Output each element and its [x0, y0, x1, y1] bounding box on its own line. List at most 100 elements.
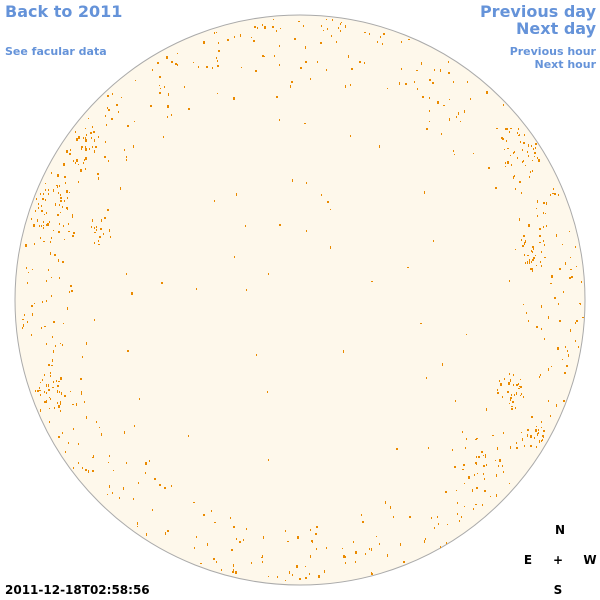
plage-speck: [564, 372, 566, 374]
plage-speck: [78, 164, 79, 165]
plage-speck: [340, 30, 341, 32]
plage-speck: [92, 126, 93, 128]
plage-speck: [80, 378, 82, 380]
plage-speck: [91, 137, 92, 139]
plage-speck: [505, 128, 506, 130]
plage-speck: [159, 85, 160, 86]
plage-speck: [46, 343, 47, 345]
plage-speck: [511, 394, 512, 396]
plage-speck: [521, 192, 522, 194]
plage-speck: [43, 225, 44, 226]
plage-speck: [123, 487, 124, 490]
next-hour-link[interactable]: Next hour: [534, 58, 597, 71]
plage-speck: [320, 42, 322, 44]
plage-speck: [541, 251, 542, 253]
plage-speck: [70, 285, 72, 287]
plage-speck: [60, 410, 61, 412]
previous-day-link[interactable]: Previous day: [479, 2, 596, 21]
plage-speck: [550, 415, 551, 417]
plage-speck: [227, 39, 229, 41]
plage-speck: [563, 291, 564, 293]
plage-speck: [44, 214, 45, 215]
plage-speck: [233, 526, 235, 528]
plage-speck: [324, 570, 325, 573]
plage-speck: [497, 389, 498, 391]
plage-speck: [104, 217, 106, 219]
plage-speck: [447, 524, 448, 525]
plage-speck: [516, 447, 518, 449]
plage-speck: [277, 576, 278, 578]
plage-speck: [246, 289, 247, 291]
plage-speck: [534, 156, 535, 157]
plage-speck: [305, 566, 306, 567]
plage-speck: [533, 257, 535, 259]
plage-speck: [569, 277, 571, 279]
plage-speck: [280, 28, 281, 29]
plage-speck: [51, 172, 52, 174]
plage-speck: [327, 28, 328, 30]
plage-speck: [421, 62, 422, 65]
plage-speck: [355, 551, 357, 554]
plage-speck: [362, 521, 364, 523]
plage-speck: [203, 41, 205, 44]
plage-speck: [105, 141, 106, 143]
plage-speck: [309, 573, 310, 575]
plage-speck: [511, 397, 512, 399]
plage-speck: [508, 382, 510, 385]
plage-speck: [72, 214, 73, 216]
plage-speck: [429, 110, 430, 112]
plage-speck: [539, 228, 541, 230]
plage-speck: [40, 394, 41, 396]
plage-speck: [53, 230, 54, 231]
plage-speck: [61, 392, 62, 395]
plage-speck: [571, 276, 573, 278]
plage-speck: [306, 230, 307, 232]
plage-speck: [537, 157, 538, 159]
plage-speck: [463, 464, 465, 466]
previous-hour-link[interactable]: Previous hour: [509, 45, 596, 58]
plage-speck: [59, 277, 60, 279]
plage-speck: [452, 449, 453, 451]
plage-speck: [379, 543, 380, 545]
plage-speck: [112, 93, 113, 95]
plage-speck: [58, 436, 60, 438]
plage-speck: [575, 246, 576, 248]
plage-speck: [369, 33, 370, 35]
plage-speck: [310, 529, 311, 531]
plage-speck: [341, 22, 342, 23]
plage-speck: [42, 198, 44, 200]
plage-speck: [40, 409, 41, 412]
plage-speck: [519, 134, 520, 136]
plage-speck: [85, 137, 86, 139]
plage-speck: [548, 368, 549, 371]
plage-speck: [69, 153, 71, 155]
plage-speck: [326, 547, 327, 549]
plage-speck: [38, 203, 39, 205]
plage-speck: [379, 145, 380, 148]
plage-speck: [321, 25, 322, 27]
plage-speck: [499, 459, 501, 462]
plage-speck: [39, 390, 41, 391]
see-facular-data-link[interactable]: See facular data: [5, 45, 107, 58]
plage-speck: [509, 131, 510, 133]
plage-speck: [532, 259, 534, 261]
plage-speck: [575, 322, 576, 324]
plage-speck: [526, 312, 527, 314]
plage-speck: [126, 156, 127, 158]
back-to-year-link[interactable]: Back to 2011: [5, 2, 123, 21]
plage-speck: [503, 471, 504, 473]
plage-speck: [544, 257, 546, 258]
plage-speck: [550, 194, 551, 196]
plage-speck: [527, 429, 529, 431]
plage-speck: [544, 338, 545, 340]
next-day-link[interactable]: Next day: [516, 19, 596, 38]
plage-speck: [85, 148, 87, 151]
plage-speck: [351, 68, 353, 70]
plage-speck: [100, 228, 102, 230]
plage-speck: [409, 516, 411, 518]
plage-speck: [525, 165, 526, 166]
plage-speck: [364, 62, 365, 64]
plage-speck: [234, 36, 235, 38]
plage-speck: [177, 64, 178, 66]
